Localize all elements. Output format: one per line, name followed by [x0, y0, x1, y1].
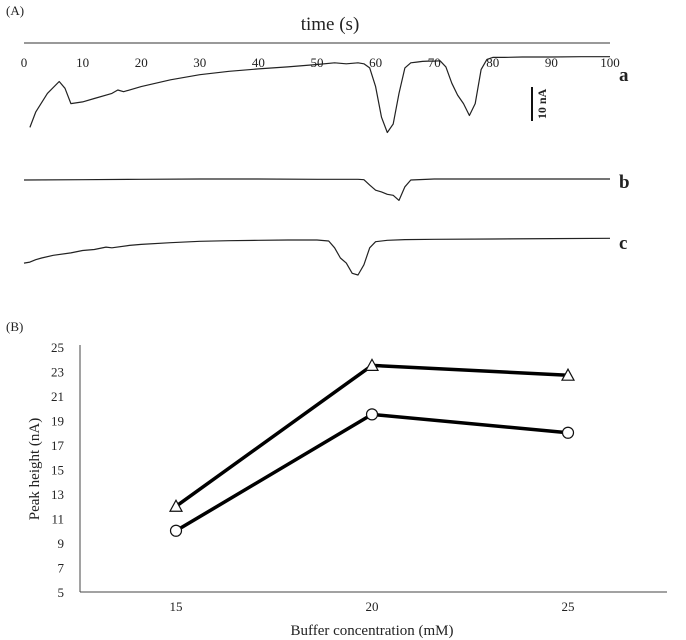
trace-a — [29, 56, 610, 134]
scale-bar-label: 10 nA — [535, 88, 549, 119]
panel-a-x-tick-label: 70 — [428, 55, 441, 70]
panel-b-y-axis-title: Peak height (nA) — [27, 418, 43, 520]
panel-b-y-ticks: 5 7 9 11 13 15 17 19 21 23 25 — [51, 340, 65, 600]
panel-a-x-tick-label: 50 — [311, 55, 324, 70]
panel-b-y-tick-label: 5 — [58, 585, 65, 600]
panel-b-y-tick-label: 9 — [58, 536, 65, 551]
panel-b-x-ticks: 15 20 25 — [170, 599, 575, 614]
panel-b-y-tick-label: 7 — [58, 561, 65, 576]
circle-marker — [169, 524, 183, 537]
panel-b-y-tick-label: 15 — [51, 463, 64, 478]
trace-label-c: c — [619, 233, 627, 254]
triangle-marker — [560, 367, 576, 381]
trace-b — [23, 178, 610, 201]
trace-label-b: b — [619, 172, 630, 193]
series-line-triangle — [174, 363, 569, 508]
panel-b: (B) 5 7 9 11 13 15 17 19 21 23 25 15 20 25 Peak heig… — [6, 319, 667, 639]
panel-a-x-tick-label: 30 — [193, 55, 206, 70]
panel-a-traces — [23, 56, 611, 276]
circle-marker — [561, 426, 575, 439]
trace-label-a: a — [619, 65, 629, 86]
panel-a-x-tick-label: 10 — [76, 55, 89, 70]
panel-b-y-tick-label: 11 — [51, 512, 64, 527]
trace-c — [23, 237, 611, 276]
panel-a-x-tick-label: 100 — [600, 55, 620, 70]
panel-b-x-axis-title: Buffer concentration (mM) — [290, 623, 453, 639]
panel-a-x-tick-label: 90 — [545, 55, 558, 70]
panel-b-x-tick-label: 20 — [366, 599, 379, 614]
panel-b-y-tick-label: 19 — [51, 414, 64, 429]
panel-b-x-tick-label: 25 — [562, 599, 575, 614]
panel-a-x-tick-label: 0 — [21, 55, 28, 70]
series-line-circle — [175, 412, 569, 533]
panel-a: (A) time (s) 0 10 20 30 40 50 60 70 80 90 100 abc … — [6, 3, 630, 276]
panel-a-label: (A) — [6, 3, 24, 18]
panel-a-x-tick-label: 40 — [252, 55, 265, 70]
triangle-marker — [168, 498, 184, 512]
panel-b-label: (B) — [6, 319, 23, 334]
circle-marker — [365, 408, 379, 421]
panel-b-y-tick-label: 17 — [51, 438, 65, 453]
panel-b-y-tick-label: 21 — [51, 389, 64, 404]
panel-b-series — [168, 358, 576, 537]
scale-bar: 10 nA — [531, 87, 549, 121]
panel-b-x-tick-label: 15 — [170, 599, 183, 614]
panel-b-y-tick-label: 23 — [51, 365, 64, 380]
triangle-marker — [364, 358, 380, 371]
panel-a-trace-labels: a b c — [619, 65, 630, 254]
panel-b-y-tick-label: 25 — [51, 340, 64, 355]
panel-b-y-tick-label: 13 — [51, 487, 64, 502]
panel-a-x-tick-label: 60 — [369, 55, 382, 70]
panel-a-x-axis-title: time (s) — [301, 14, 360, 35]
panel-a-x-tick-label: 20 — [135, 55, 148, 70]
